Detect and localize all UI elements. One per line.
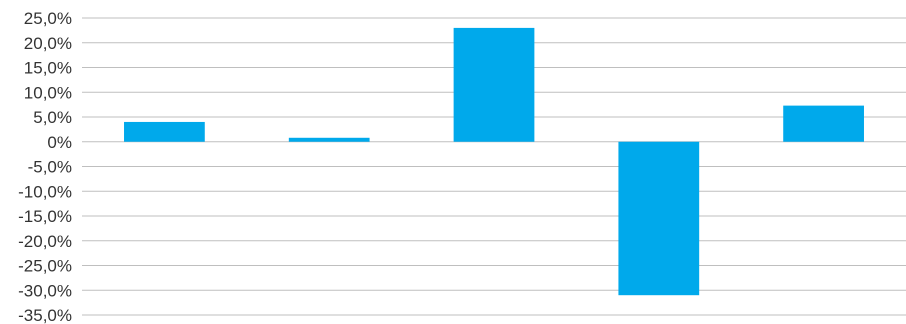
y-tick-label: 20,0%	[24, 34, 72, 53]
y-tick-label: -25,0%	[18, 257, 72, 276]
bars	[124, 27, 864, 296]
y-tick-label: 5,0%	[33, 108, 72, 127]
y-tick-label: 10,0%	[24, 83, 72, 102]
y-tick-label: -10,0%	[18, 182, 72, 201]
y-tick-label: -15,0%	[18, 207, 72, 226]
y-tick-label: -20,0%	[18, 232, 72, 251]
y-axis-tick-labels: 25,0% 20,0% 15,0% 10,0% 5,0% 0% -5,0% -10,0% -15…	[18, 9, 72, 324]
bar	[453, 27, 535, 142]
y-tick-label: 0%	[47, 133, 72, 152]
y-tick-label: -5,0%	[28, 158, 72, 177]
bar	[124, 121, 205, 142]
bar	[783, 105, 864, 142]
y-tick-label: 15,0%	[24, 59, 72, 78]
y-tick-label: -35,0%	[18, 306, 72, 324]
bar	[618, 141, 700, 296]
y-tick-label: 25,0%	[24, 9, 72, 28]
bar	[288, 137, 370, 142]
y-tick-label: -30,0%	[18, 281, 72, 300]
